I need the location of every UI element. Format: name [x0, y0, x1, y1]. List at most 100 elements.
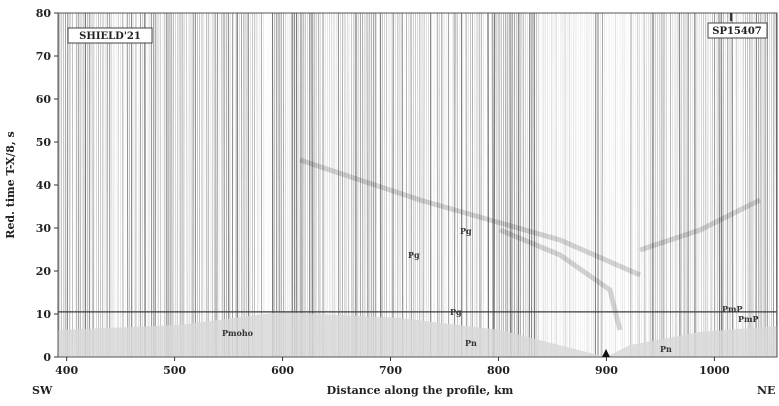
trace-gap	[325, 13, 326, 357]
trace-gap	[393, 13, 396, 357]
seismic-trace	[494, 13, 495, 357]
seismic-trace	[492, 13, 493, 357]
y-tick-label: 40	[36, 179, 52, 192]
seismic-trace	[719, 13, 720, 357]
seismic-trace	[501, 13, 502, 357]
seismic-trace	[409, 13, 410, 357]
label-box-left: SHIELD'21	[68, 28, 152, 43]
seismic-trace	[571, 13, 572, 357]
trace-gap	[161, 13, 163, 357]
x-tick-label: 1000	[699, 364, 730, 377]
phase-label-pmp-1: PmP	[722, 304, 743, 314]
seismic-trace	[773, 13, 774, 357]
seismic-traces	[59, 13, 777, 357]
x-tick-label: 700	[379, 364, 402, 377]
trace-gap	[610, 13, 611, 357]
trace-gap	[527, 13, 528, 357]
seismic-trace	[529, 13, 530, 357]
trace-gap	[349, 13, 352, 357]
seismic-trace	[316, 13, 317, 357]
direction-ne: NE	[757, 384, 775, 397]
trace-gap	[540, 13, 542, 357]
trace-gap	[489, 13, 491, 357]
x-tick-label: 600	[271, 364, 294, 377]
phase-label-pg-3: Pg	[450, 307, 462, 317]
seismic-trace	[573, 13, 574, 357]
trace-gap	[449, 13, 452, 357]
y-tick-label: 10	[36, 308, 52, 321]
phase-label-pg-2: Pg	[460, 226, 472, 236]
trace-gap	[230, 13, 232, 357]
trace-gap	[544, 13, 546, 357]
trace-gap	[628, 13, 630, 357]
trace-gap	[431, 13, 434, 357]
trace-gap	[648, 13, 650, 357]
trace-gap	[636, 13, 639, 357]
trace-gap	[257, 13, 260, 357]
trace-gap	[286, 13, 289, 357]
seismic-trace	[402, 13, 403, 357]
trace-gap	[445, 13, 448, 357]
trace-gap	[634, 13, 636, 357]
trace-gap	[404, 13, 406, 357]
trace-gap	[538, 13, 540, 357]
phase-label-pmp-2: PmP	[738, 314, 759, 324]
x-tick-label: 900	[595, 364, 618, 377]
phase-label-pn-2: Pn	[660, 344, 672, 354]
trace-gap	[620, 13, 622, 357]
x-tick-label: 400	[55, 364, 78, 377]
label-box-right: SP15407	[708, 23, 767, 38]
trace-gap	[625, 13, 628, 357]
trace-gap	[137, 13, 139, 357]
shot-point-label: SP15407	[712, 26, 762, 37]
y-axis-title: Red. time T-X/8, s	[4, 131, 17, 238]
x-tick-label: 800	[487, 364, 510, 377]
trace-gap	[184, 13, 186, 357]
trace-gap	[269, 13, 272, 357]
trace-gap	[400, 13, 402, 357]
trace-gap	[146, 13, 148, 357]
trace-gap	[117, 13, 119, 357]
shield-label: SHIELD'21	[79, 31, 141, 42]
trace-gap	[209, 13, 212, 357]
trace-gap	[483, 13, 486, 357]
seismic-trace	[173, 13, 174, 357]
y-tick-label: 20	[36, 265, 52, 278]
x-axis-title: Distance along the profile, km	[327, 384, 514, 397]
trace-gap	[94, 13, 97, 357]
trace-gap	[265, 13, 268, 357]
seismic-trace	[217, 13, 218, 357]
seismic-trace	[479, 13, 480, 357]
seismic-trace	[254, 13, 255, 357]
trace-gap	[73, 13, 76, 357]
trace-gap	[219, 13, 221, 357]
trace-gap	[204, 13, 206, 357]
trace-gap	[333, 13, 336, 357]
trace-gap	[458, 13, 460, 357]
trace-gap	[674, 13, 676, 357]
trace-gap	[423, 13, 425, 357]
x-tick-label: 500	[163, 364, 186, 377]
trace-gap	[474, 13, 476, 357]
y-tick-label: 70	[36, 50, 52, 63]
trace-gap	[462, 13, 465, 357]
y-tick-label: 0	[43, 351, 51, 364]
seismic-trace	[303, 13, 304, 357]
seismic-trace	[222, 13, 223, 357]
trace-gap	[558, 13, 561, 357]
phase-label-pn-1: Pn	[465, 338, 477, 348]
seismic-trace	[679, 13, 680, 357]
trace-gap	[435, 13, 437, 357]
trace-gap	[121, 13, 122, 357]
trace-gap	[290, 13, 291, 357]
trace-gap	[124, 13, 126, 357]
trace-gap	[715, 13, 717, 357]
phase-label-pmoho: Pmoho	[222, 328, 254, 338]
y-tick-label: 60	[36, 93, 52, 106]
trace-gap	[566, 13, 568, 357]
trace-gap	[233, 13, 235, 357]
y-tick-label: 50	[36, 136, 52, 149]
trace-gap	[640, 13, 643, 357]
